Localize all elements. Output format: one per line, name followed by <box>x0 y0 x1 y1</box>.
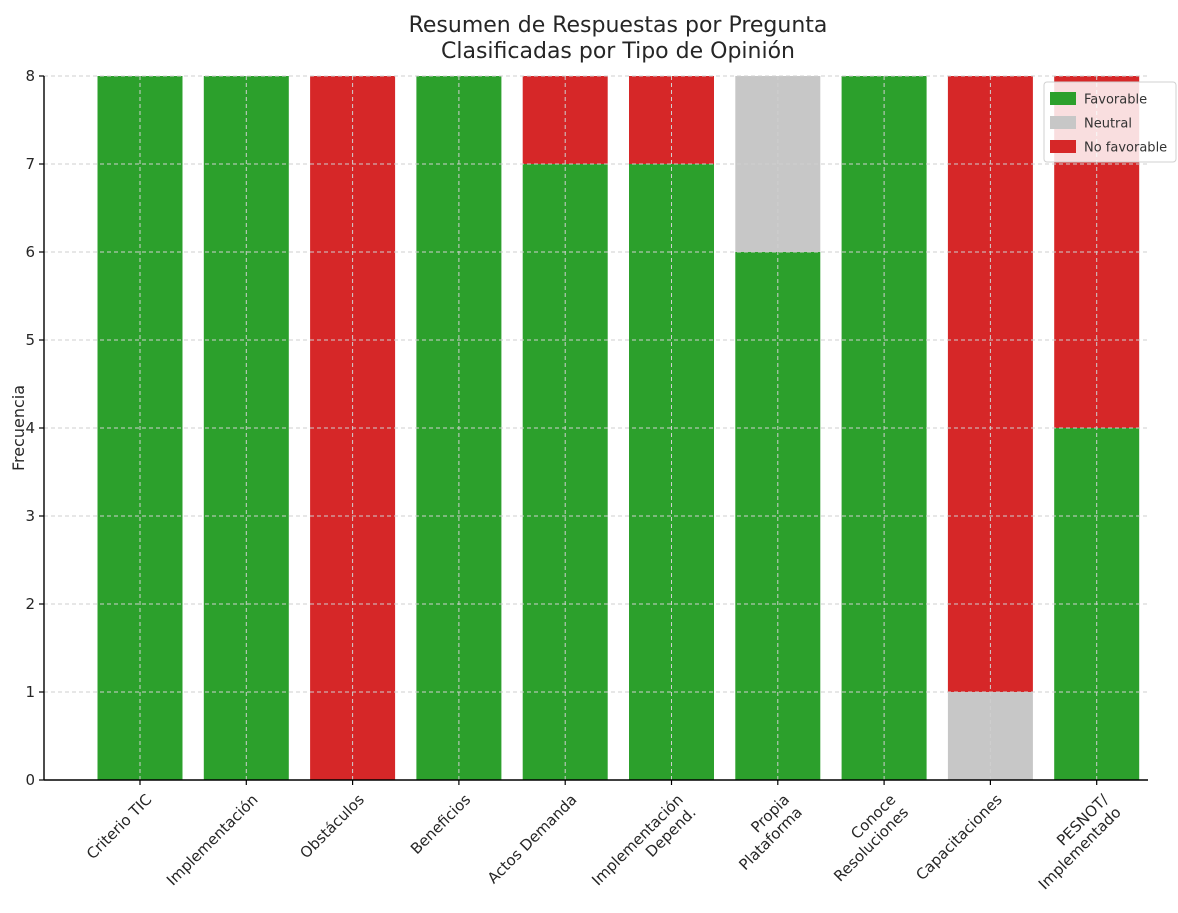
y-tick-labels: 0 1 2 3 4 5 6 7 8 <box>25 67 35 789</box>
x-tick-label: PropiaPlataforma <box>723 791 806 874</box>
y-tick-label: 3 <box>25 507 35 525</box>
legend-swatch <box>1050 92 1076 105</box>
chart-title-line: Clasificadas por Tipo de Opinión <box>441 39 795 64</box>
x-tick-label-line: Implementación <box>163 791 262 890</box>
chart-title-line: Resumen de Respuestas por Pregunta <box>409 13 828 38</box>
x-tick-label-line: Actos Demanda <box>484 791 581 888</box>
y-tick-label: 2 <box>25 595 35 613</box>
x-tick-label: Obstáculos <box>296 790 368 862</box>
legend-swatch <box>1050 116 1076 129</box>
bars <box>44 75 1148 781</box>
chart-title: Resumen de Respuestas por PreguntaClasif… <box>409 13 828 64</box>
y-tick-label: 8 <box>25 67 35 85</box>
x-tick-labels: Criterio TIC Implementación Obstáculos Bene… <box>83 790 1125 902</box>
legend: Favorable Neutral No favorable <box>1043 81 1177 163</box>
y-tick-label: 6 <box>25 243 35 261</box>
x-tick-label: Capacitaciones <box>912 790 1005 883</box>
y-tick-label: 5 <box>25 331 35 349</box>
x-tick-label: Criterio TIC <box>83 791 155 863</box>
y-tick-label: 4 <box>25 419 35 437</box>
x-tick-label: Implementación <box>163 791 262 890</box>
y-tick-label: 1 <box>25 683 35 701</box>
legend-swatch <box>1050 140 1076 153</box>
y-tick-label: 0 <box>25 771 35 789</box>
y-axis-label: Frecuencia <box>9 385 28 471</box>
y-tick-label: 7 <box>25 155 35 173</box>
x-tick-label: ImplementaciónDepend. <box>588 791 699 902</box>
legend-label: Neutral <box>1084 117 1132 132</box>
x-tick-label-line: Obstáculos <box>296 790 368 862</box>
legend-label: No favorable <box>1084 141 1167 156</box>
x-tick-label: ConoceResoluciones <box>818 790 913 885</box>
x-tick-label: PESNOT/Implementado <box>1022 790 1125 893</box>
x-tick-label: Actos Demanda <box>484 791 581 888</box>
axes <box>39 75 1148 785</box>
x-tick-label: Beneficios <box>407 790 474 857</box>
x-tick-label-line: Criterio TIC <box>83 791 155 863</box>
x-tick-label-line: Beneficios <box>407 790 474 857</box>
legend-label: Favorable <box>1084 93 1147 108</box>
x-tick-label-line: Capacitaciones <box>912 790 1005 883</box>
legend-box <box>1043 81 1177 163</box>
